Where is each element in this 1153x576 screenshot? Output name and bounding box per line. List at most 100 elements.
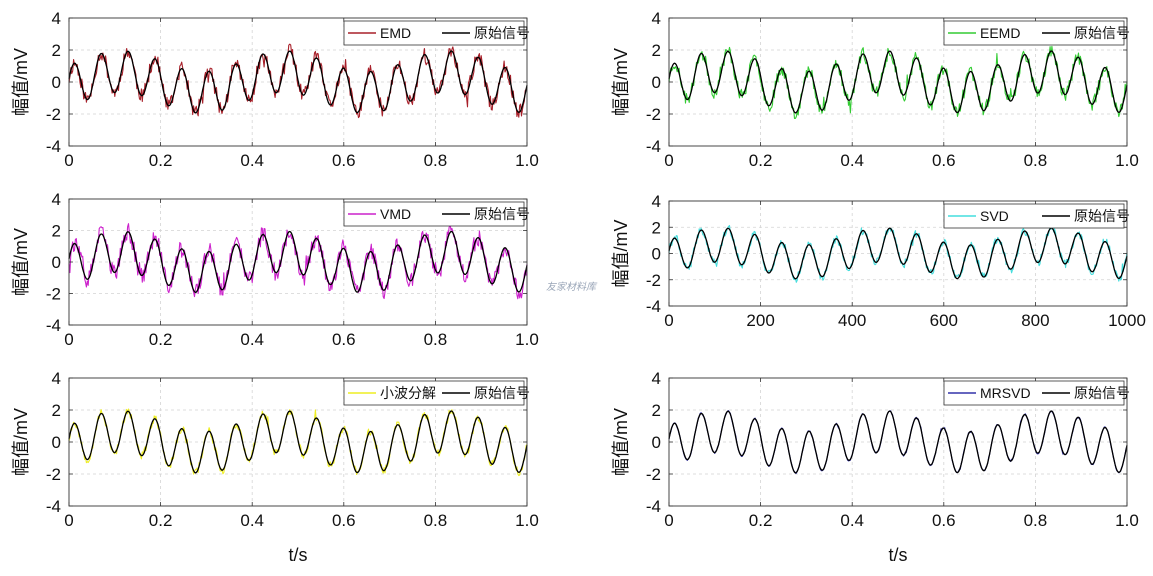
x-tick-label: 1.0 <box>515 511 539 530</box>
x-tick-label: 0.6 <box>332 511 356 530</box>
x-tick-label: 0 <box>664 511 673 530</box>
x-tick-label: 1.0 <box>515 330 539 349</box>
x-tick-label: 0 <box>64 151 73 170</box>
legend-label: 原始信号 <box>1074 25 1130 41</box>
y-tick-label: -2 <box>46 465 61 484</box>
series-line-original <box>668 410 1128 474</box>
legend: MRSVD 原始信号 <box>943 380 1130 406</box>
x-axis-label: t/s <box>288 545 307 565</box>
y-tick-label: 0 <box>652 245 661 264</box>
legend-label: 原始信号 <box>474 206 530 222</box>
y-tick-label: -4 <box>46 497 61 516</box>
x-tick-label: 0 <box>664 311 673 330</box>
x-tick-label: 0.2 <box>149 511 173 530</box>
x-tick-label: 0 <box>64 330 73 349</box>
x-tick-label: 0.6 <box>932 151 956 170</box>
y-tick-label: 2 <box>652 401 661 420</box>
x-tick-label: 0.4 <box>840 151 864 170</box>
x-tick-label: 600 <box>930 311 958 330</box>
x-tick-label: 0.2 <box>149 151 173 170</box>
y-tick-label: 4 <box>652 369 661 388</box>
x-tick-label: 200 <box>746 311 774 330</box>
x-tick-label: 1000 <box>1108 311 1146 330</box>
legend: VMD 原始信号 <box>343 201 530 227</box>
x-tick-label: 0.2 <box>749 511 773 530</box>
legend-label: 原始信号 <box>1074 385 1130 401</box>
series-line-original <box>68 410 528 474</box>
y-axis-label: 幅值/mV <box>11 408 31 476</box>
x-tick-label: 0.6 <box>332 151 356 170</box>
x-tick-label: 400 <box>838 311 866 330</box>
y-tick-label: -4 <box>46 137 61 156</box>
x-tick-label: 0.4 <box>840 511 864 530</box>
y-tick-label: 0 <box>52 73 61 92</box>
y-tick-label: -4 <box>46 316 61 335</box>
legend-label: 原始信号 <box>474 25 530 41</box>
y-tick-label: 2 <box>652 218 661 237</box>
legend: SVD 原始信号 <box>943 203 1130 229</box>
y-tick-label: -2 <box>646 271 661 290</box>
y-axis-label: 幅值/mV <box>11 48 31 116</box>
y-tick-label: 0 <box>652 433 661 452</box>
y-axis-label: 幅值/mV <box>11 228 31 296</box>
x-tick-label: 0.8 <box>424 511 448 530</box>
x-tick-label: 1.0 <box>515 151 539 170</box>
legend: 小波分解 原始信号 <box>343 380 530 406</box>
series-line-original <box>68 230 528 294</box>
x-tick-label: 0.2 <box>749 151 773 170</box>
chart-panel-4: 0 200 400 600 800 1000 -4 -2 0 2 4 幅值/mV SVD 原始信号 <box>611 192 1146 330</box>
y-tick-label: 4 <box>52 9 61 28</box>
series-line-EMD <box>68 43 528 119</box>
y-tick-label: -2 <box>646 105 661 124</box>
y-tick-label: -2 <box>646 465 661 484</box>
y-axis-label: 幅值/mV <box>611 219 631 287</box>
y-axis-label: 幅值/mV <box>611 408 631 476</box>
y-tick-label: -4 <box>646 137 661 156</box>
x-tick-label: 0.8 <box>424 330 448 349</box>
legend-label: 原始信号 <box>1074 208 1130 224</box>
y-tick-label: 0 <box>52 253 61 272</box>
legend-label: EEMD <box>980 25 1020 41</box>
x-tick-label: 0.8 <box>1024 151 1048 170</box>
x-tick-label: 0.8 <box>1024 511 1048 530</box>
x-tick-label: 0.4 <box>240 330 264 349</box>
x-tick-label: 0.8 <box>424 151 448 170</box>
chart-panel-6: 0 0.2 0.4 0.6 0.8 1.0 -4 -2 0 2 4 幅值/mV t/s MRSVD 原始信号 <box>611 369 1139 565</box>
x-tick-label: 1.0 <box>1115 511 1139 530</box>
legend-label: 原始信号 <box>474 385 530 401</box>
x-tick-label: 0.4 <box>240 151 264 170</box>
y-tick-label: 4 <box>52 190 61 209</box>
y-tick-label: 4 <box>52 369 61 388</box>
x-tick-label: 800 <box>1021 311 1049 330</box>
y-axis-label: 幅值/mV <box>611 48 631 116</box>
x-tick-label: 0.6 <box>932 511 956 530</box>
x-tick-label: 0 <box>664 151 673 170</box>
x-axis-label: t/s <box>888 545 907 565</box>
y-tick-label: 2 <box>652 41 661 60</box>
y-tick-label: 2 <box>52 41 61 60</box>
legend-label: 小波分解 <box>380 385 436 401</box>
y-tick-label: -4 <box>646 297 661 316</box>
legend-label: SVD <box>980 208 1009 224</box>
legend: EEMD 原始信号 <box>943 20 1130 46</box>
y-tick-label: -2 <box>46 285 61 304</box>
watermark: 友家材料库 <box>546 282 596 293</box>
chart-panel-5: 0 0.2 0.4 0.6 0.8 1.0 -4 -2 0 2 4 幅值/mV t/s 小波分解 原始信号 <box>11 369 539 565</box>
x-tick-label: 0 <box>64 511 73 530</box>
x-tick-label: 0.2 <box>149 330 173 349</box>
y-tick-label: 2 <box>52 222 61 241</box>
series-line-original <box>668 50 1128 114</box>
chart-panel-3: 0 0.2 0.4 0.6 0.8 1.0 -4 -2 0 2 4 幅值/mV VMD 原始信号 <box>11 190 539 349</box>
series-line-original <box>68 50 528 114</box>
chart-panel-2: 0 0.2 0.4 0.6 0.8 1.0 -4 -2 0 2 4 幅值/mV EEMD 原始信号 <box>611 9 1139 170</box>
y-tick-label: 2 <box>52 401 61 420</box>
legend-label: VMD <box>380 206 411 222</box>
x-tick-label: 1.0 <box>1115 151 1139 170</box>
legend: EMD 原始信号 <box>343 20 530 46</box>
x-tick-label: 0.6 <box>332 330 356 349</box>
legend-label: EMD <box>380 25 411 41</box>
y-tick-label: -4 <box>646 497 661 516</box>
legend-label: MRSVD <box>980 385 1031 401</box>
